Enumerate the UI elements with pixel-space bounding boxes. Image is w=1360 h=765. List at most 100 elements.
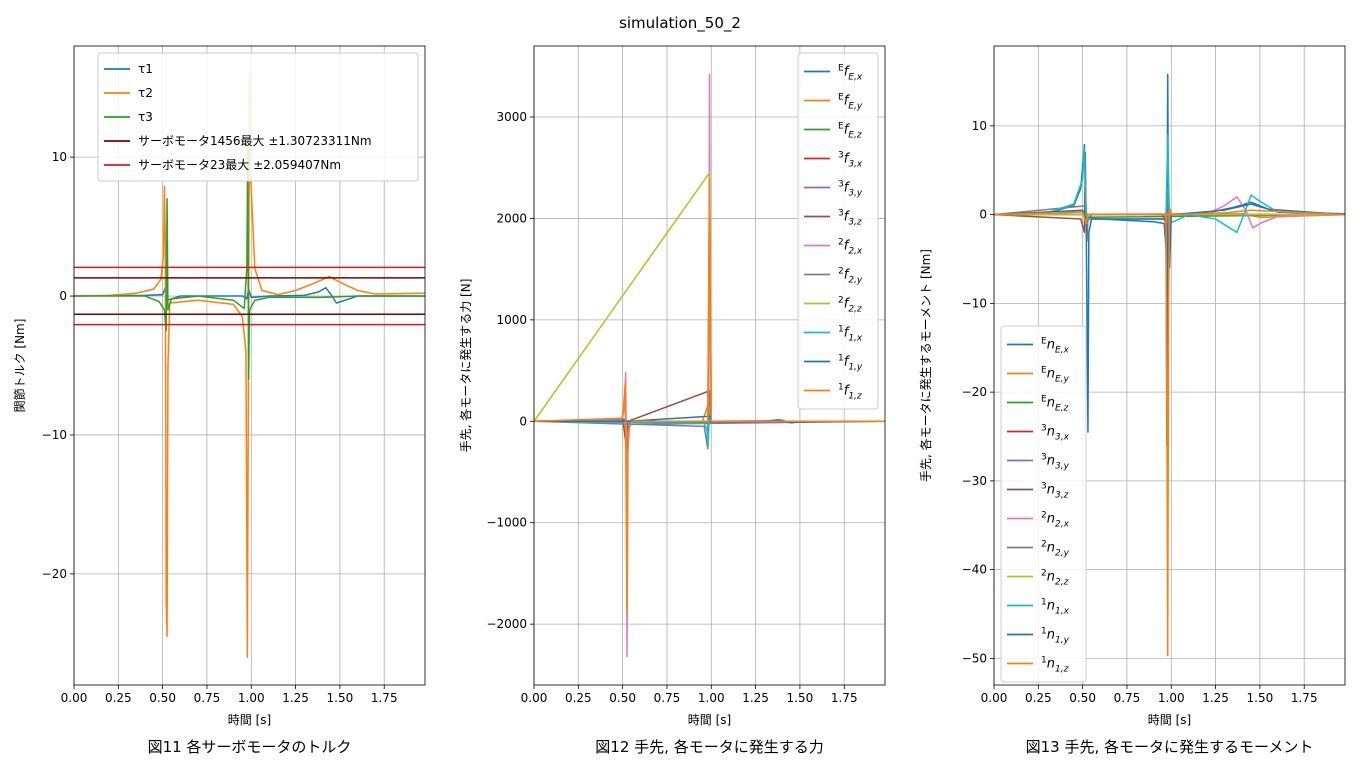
legend-label: 3n3,y	[1041, 453, 1070, 472]
legend-item: EfE,y	[804, 93, 863, 112]
y-tick-label: 0	[59, 289, 67, 303]
legend-item: τ3	[104, 110, 153, 124]
x-tick-label: 0.50	[609, 691, 636, 705]
legend-label: 1f1,y	[838, 354, 863, 373]
legend-item: 3n3,y	[1007, 453, 1070, 472]
x-axis-label: 時間 [s]	[688, 713, 731, 727]
legend-item: 2f2,z	[804, 296, 862, 315]
legend-item: サーボモータ23最大 ±2.059407Nm	[104, 158, 341, 172]
y-tick-label: 3000	[496, 110, 527, 124]
legend-label: 1f1,z	[838, 383, 862, 402]
legend-item: 2n2,x	[1007, 511, 1070, 530]
legend-label: 2f2,x	[838, 238, 863, 257]
x-tick-label: 0.50	[1069, 691, 1096, 705]
legend-label: サーボモータ1456最大 ±1.30723311Nm	[138, 134, 372, 148]
legend-item: EnE,x	[1007, 337, 1069, 356]
x-axis-label: 時間 [s]	[1148, 713, 1191, 727]
legend-label: τ2	[138, 86, 153, 100]
legend-item: 3n3,x	[1007, 424, 1070, 443]
legend-item: 2n2,z	[1007, 569, 1069, 588]
legend-item: EnE,z	[1007, 395, 1068, 414]
x-tick-label: 0.25	[1025, 691, 1052, 705]
legend-item: 2f2,x	[804, 238, 863, 257]
series-line-1	[74, 73, 425, 658]
x-tick-label: 1.25	[1202, 691, 1229, 705]
legend-item: 2f2,y	[804, 267, 863, 286]
x-tick-label: 0.00	[61, 691, 88, 705]
y-tick-label: −20	[962, 385, 987, 399]
legend-item: EfE,z	[804, 122, 862, 141]
series-line-11	[534, 179, 885, 615]
x-axis-label: 時間 [s]	[228, 713, 271, 727]
legend-label: τ3	[138, 110, 153, 124]
caption-figure-12: 図12 手先, 各モータに発生する力	[595, 738, 824, 756]
x-tick-label: 0.50	[149, 691, 176, 705]
caption-figure-13: 図13 手先, 各モータに発生するモーメント	[1025, 738, 1314, 756]
legend-item: 1n1,x	[1007, 598, 1070, 617]
legend-box	[797, 52, 879, 410]
y-tick-label: −20	[42, 567, 67, 581]
legend-item: 3n3,z	[1007, 482, 1069, 501]
y-tick-label: −1000	[486, 516, 527, 530]
y-axis-label: 手先, 各モータに発生する力 [N]	[458, 279, 473, 453]
series-line-11	[994, 209, 1345, 657]
legend: EfE,x EfE,y EfE,z 3f3,x 3f3,y 3f3,z 2f2,x 2f2,y…	[797, 52, 879, 410]
legend-label: 3f3,z	[838, 209, 862, 228]
x-tick-label: 1.00	[238, 691, 265, 705]
x-tick-label: 1.25	[282, 691, 309, 705]
legend-item: サーボモータ1456最大 ±1.30723311Nm	[104, 134, 372, 148]
legend: EnE,x EnE,y EnE,z 3n3,x 3n3,y 3n3,z 2n2,x 2n2,y…	[1000, 325, 1087, 683]
legend-label: 1n1,y	[1041, 627, 1070, 646]
legend-label: 1f1,x	[838, 325, 863, 344]
axes-frame	[993, 45, 1346, 686]
legend-item: 1f1,x	[804, 325, 863, 344]
plot-area	[74, 73, 425, 658]
legend-label: 2f2,z	[838, 296, 862, 315]
y-tick-label: 0	[519, 414, 527, 428]
legend-label: EfE,x	[838, 64, 863, 83]
x-tick-label: 0.25	[565, 691, 592, 705]
x-tick-label: 0.00	[981, 691, 1008, 705]
legend-label: 2n2,z	[1041, 569, 1069, 588]
x-tick-label: 0.75	[654, 691, 681, 705]
legend-item: τ1	[104, 62, 153, 76]
x-tick-label: 1.50	[327, 691, 354, 705]
legend-item: EnE,y	[1007, 366, 1069, 385]
y-tick-label: 10	[972, 119, 987, 133]
x-tick-label: 1.50	[1247, 691, 1274, 705]
x-tick-label: 1.75	[831, 691, 858, 705]
legend-item: 1n1,y	[1007, 627, 1070, 646]
y-tick-label: 0	[979, 208, 987, 222]
plot-area	[994, 73, 1345, 657]
legend-box	[1000, 325, 1087, 683]
y-tick-label: −30	[962, 474, 987, 488]
chart-force: 0.00 0.25 0.50 0.75 1.00 1.25 1.50 1.75 −2000 −10…	[458, 45, 886, 727]
y-tick-label: −40	[962, 563, 987, 577]
chart-moment: 0.00 0.25 0.50 0.75 1.00 1.25 1.50 1.75 −50 −40 −3…	[918, 45, 1346, 727]
x-tick-label: 1.75	[1291, 691, 1318, 705]
legend-label: τ1	[138, 62, 153, 76]
legend-item: 3f3,y	[804, 180, 863, 199]
legend: τ1 τ2 τ3 サーボモータ1456最大 ±1.30723311Nm サーボモータ23…	[97, 52, 419, 182]
x-tick-label: 0.75	[194, 691, 221, 705]
axes-frame	[533, 45, 886, 686]
y-tick-label: 10	[52, 150, 67, 164]
y-tick-label: −10	[42, 428, 67, 442]
x-tick-label: 0.75	[1114, 691, 1141, 705]
plot-area	[534, 73, 885, 658]
legend-label: 1n1,x	[1041, 598, 1070, 617]
legend-item: 2n2,y	[1007, 540, 1070, 559]
x-tick-label: 1.50	[787, 691, 814, 705]
axes-frame	[73, 45, 426, 686]
x-tick-label: 0.00	[521, 691, 548, 705]
legend-label: 3n3,z	[1041, 482, 1069, 501]
legend-label: EnE,x	[1041, 337, 1069, 356]
x-tick-label: 1.25	[742, 691, 769, 705]
legend-item: 1f1,y	[804, 354, 863, 373]
legend-label: 3n3,x	[1041, 424, 1070, 443]
x-tick-label: 1.00	[698, 691, 725, 705]
y-tick-label: −10	[962, 296, 987, 310]
figure-title: simulation_50_2	[619, 14, 741, 33]
legend-label: 2f2,y	[838, 267, 863, 286]
legend-label: 1n1,z	[1041, 656, 1069, 675]
